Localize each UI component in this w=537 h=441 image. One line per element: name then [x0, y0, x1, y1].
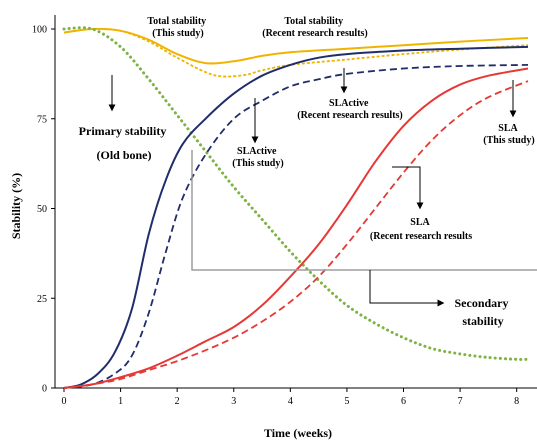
secondary-stability-arrow	[369, 270, 445, 307]
y-axis-title: Stability (%)	[9, 173, 23, 239]
y-tick-label: 100	[32, 25, 47, 36]
annotation-primary-stability: Primary stability (Old bone)	[79, 124, 170, 162]
x-tick-label: 6	[401, 396, 406, 407]
y-tick-label: 0	[42, 384, 47, 395]
series-lines	[62, 26, 530, 389]
x-tick-label: 0	[62, 396, 67, 407]
series-line-6	[63, 80, 529, 389]
x-tick-label: 8	[514, 396, 519, 407]
annotation-total-recent: Total stability (Recent research results…	[262, 16, 368, 39]
x-tick-label: 4	[288, 396, 293, 407]
x-tick-label: 7	[458, 396, 463, 407]
annotation-sla-recent: SLA (Recent research results	[370, 217, 472, 242]
annotation-total-this-study: Total stability (This study)	[147, 16, 208, 39]
series-line-1	[63, 27, 529, 78]
leader-lines	[108, 68, 537, 307]
annotation-secondary-stability: Secondary stability	[455, 296, 512, 328]
x-axis-title: Time (weeks)	[264, 426, 332, 440]
axes	[54, 15, 537, 389]
annotation-slactive-this-study: SLActive (This study)	[232, 146, 283, 169]
y-tick-label: 75	[37, 114, 47, 125]
series-line-5	[63, 67, 529, 389]
series-line-4	[63, 64, 529, 389]
y-tick-label: 50	[37, 204, 47, 215]
x-tick-label: 3	[231, 396, 236, 407]
sla-recent-leader	[392, 166, 424, 210]
series-line-2	[62, 26, 530, 361]
annotation-slactive-recent: SLActive (Recent research results)	[297, 98, 403, 121]
y-tick-label: 25	[37, 294, 47, 305]
series-line-3	[63, 45, 529, 389]
x-tick-label: 1	[118, 396, 123, 407]
x-tick-label: 2	[175, 396, 180, 407]
secondary-stability-bracket	[191, 150, 537, 271]
annotation-sla-this-study: SLA (This study)	[483, 123, 534, 146]
x-tick-label: 5	[344, 396, 349, 407]
ticks: 0 1 2 3 4 5 6 7 8 0 25 50 75 100	[32, 25, 519, 408]
annotations: Total stability (This study) Total stabi…	[79, 16, 535, 328]
